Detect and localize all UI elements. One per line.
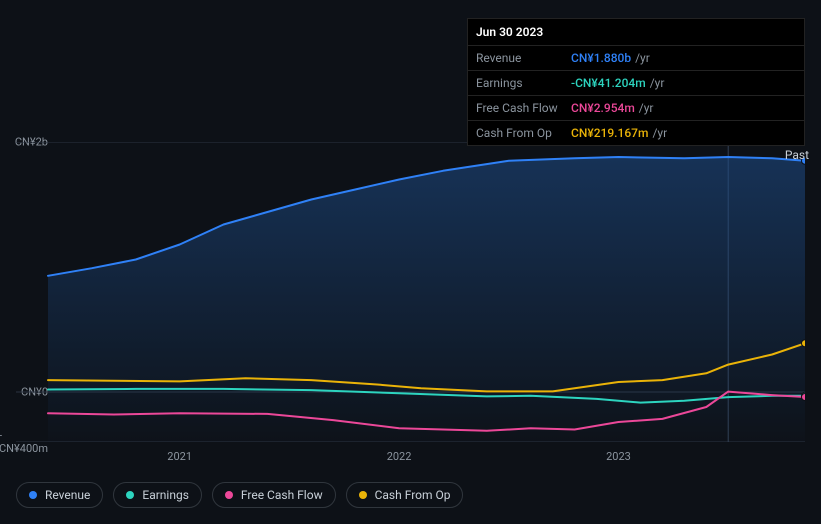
legend-dot-icon xyxy=(359,491,367,499)
legend-item-revenue[interactable]: Revenue xyxy=(16,482,103,508)
legend-label: Cash From Op xyxy=(375,488,451,502)
chart-tooltip: Jun 30 2023 Revenue CN¥1.880b /yr Earnin… xyxy=(467,18,805,146)
legend-label: Earnings xyxy=(142,488,189,502)
past-section-label: Past xyxy=(785,148,809,162)
tooltip-value: CN¥2.954m xyxy=(571,100,635,116)
tooltip-row: Free Cash Flow CN¥2.954m /yr xyxy=(468,96,804,121)
chart-legend: Revenue Earnings Free Cash Flow Cash Fro… xyxy=(16,482,463,508)
tooltip-unit: /yr xyxy=(652,125,667,141)
legend-item-free-cash-flow[interactable]: Free Cash Flow xyxy=(212,482,336,508)
tooltip-label: Cash From Op xyxy=(476,125,571,141)
tooltip-unit: /yr xyxy=(650,75,665,91)
legend-item-cash-from-op[interactable]: Cash From Op xyxy=(346,482,464,508)
x-axis: 2021 2022 2023 xyxy=(16,450,805,470)
tooltip-label: Free Cash Flow xyxy=(476,100,571,116)
tooltip-row: Revenue CN¥1.880b /yr xyxy=(468,46,804,71)
line-chart-svg xyxy=(16,142,805,442)
tooltip-value: CN¥1.880b xyxy=(571,50,631,66)
tooltip-row: Earnings -CN¥41.204m /yr xyxy=(468,71,804,96)
legend-label: Free Cash Flow xyxy=(241,488,323,502)
x-axis-label: 2021 xyxy=(167,450,192,463)
tooltip-value: -CN¥41.204m xyxy=(571,75,646,91)
tooltip-unit: /yr xyxy=(635,50,650,66)
x-axis-label: 2022 xyxy=(387,450,412,463)
legend-item-earnings[interactable]: Earnings xyxy=(113,482,202,508)
tooltip-label: Revenue xyxy=(476,50,571,66)
tooltip-value: CN¥219.167m xyxy=(571,125,648,141)
chart-plot-area xyxy=(16,142,805,442)
tooltip-row: Cash From Op CN¥219.167m /yr xyxy=(468,121,804,145)
legend-dot-icon xyxy=(126,491,134,499)
legend-dot-icon xyxy=(29,491,37,499)
tooltip-date: Jun 30 2023 xyxy=(468,19,804,46)
legend-dot-icon xyxy=(225,491,233,499)
x-axis-label: 2023 xyxy=(606,450,631,463)
tooltip-label: Earnings xyxy=(476,75,571,91)
legend-label: Revenue xyxy=(45,488,90,502)
tooltip-unit: /yr xyxy=(639,100,654,116)
